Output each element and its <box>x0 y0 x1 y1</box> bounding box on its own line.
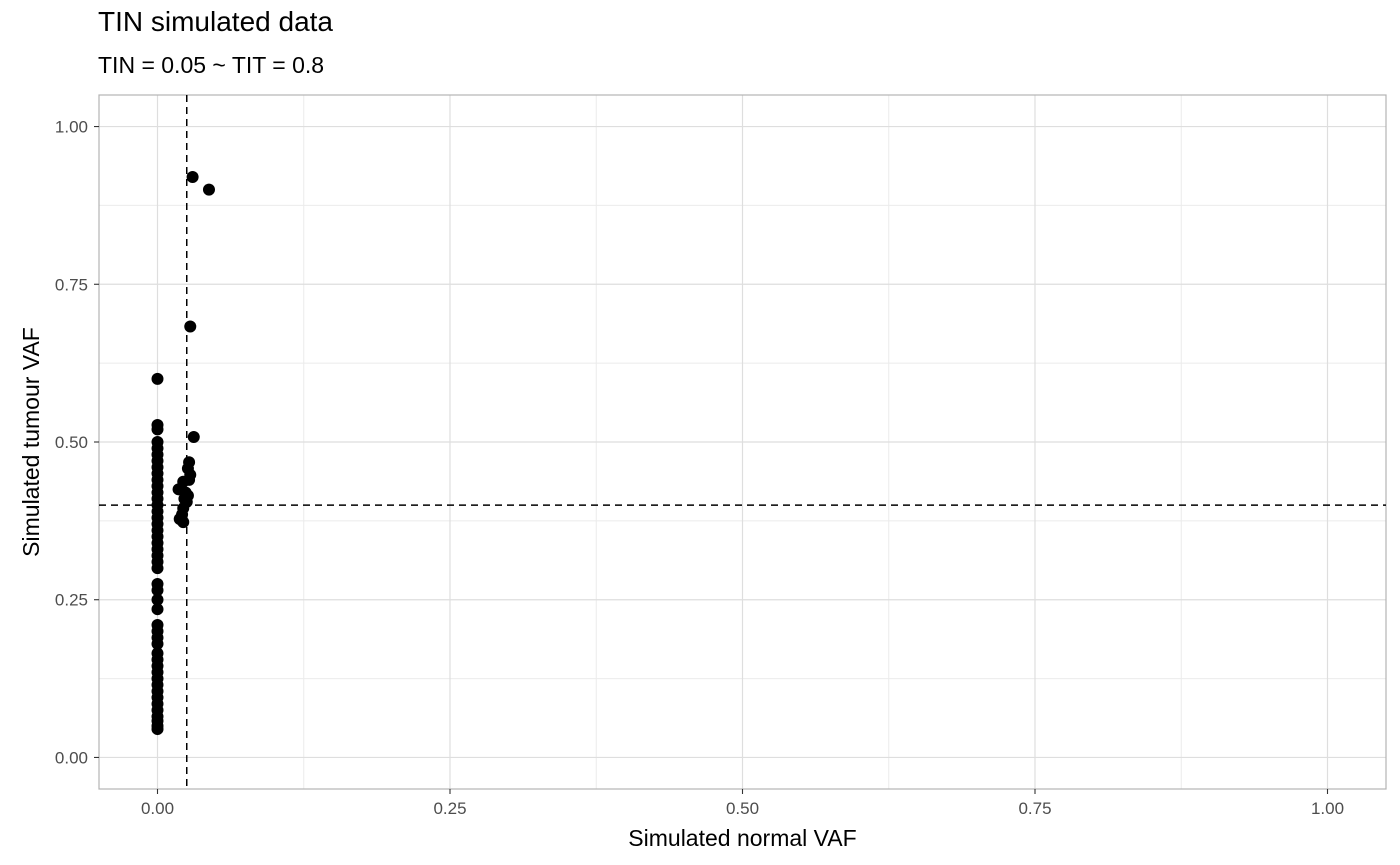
data-point <box>151 593 164 606</box>
x-tick-label: 0.00 <box>141 799 174 818</box>
y-axis-ticks: 0.00 0.25 0.50 0.75 1.00 <box>55 118 99 767</box>
data-point <box>202 183 215 196</box>
data-point <box>186 171 199 184</box>
data-point <box>151 562 164 575</box>
data-point <box>151 637 164 650</box>
data-point <box>151 372 164 385</box>
data-point <box>187 430 200 443</box>
data-point <box>151 723 164 736</box>
x-tick-label: 0.25 <box>433 799 466 818</box>
data-points <box>151 171 215 736</box>
y-tick-label: 0.25 <box>55 591 88 610</box>
y-tick-label: 1.00 <box>55 118 88 137</box>
x-tick-label: 0.75 <box>1018 799 1051 818</box>
y-axis-title: Simulated tumour VAF <box>18 327 44 557</box>
x-axis-title: Simulated normal VAF <box>628 825 856 851</box>
data-point <box>151 423 164 436</box>
chart-subtitle: TIN = 0.05 ~ TIT = 0.8 <box>98 52 325 78</box>
x-tick-label: 1.00 <box>1311 799 1344 818</box>
x-axis-ticks: 0.00 0.25 0.50 0.75 1.00 <box>141 789 1344 818</box>
data-point <box>151 603 164 616</box>
major-gridlines <box>99 95 1386 789</box>
chart-title: TIN simulated data <box>98 6 333 37</box>
y-tick-label: 0.50 <box>55 433 88 452</box>
x-tick-label: 0.50 <box>726 799 759 818</box>
data-point <box>151 584 164 597</box>
y-tick-label: 0.00 <box>55 748 88 767</box>
y-tick-label: 0.75 <box>55 275 88 294</box>
reference-lines <box>99 95 1386 789</box>
